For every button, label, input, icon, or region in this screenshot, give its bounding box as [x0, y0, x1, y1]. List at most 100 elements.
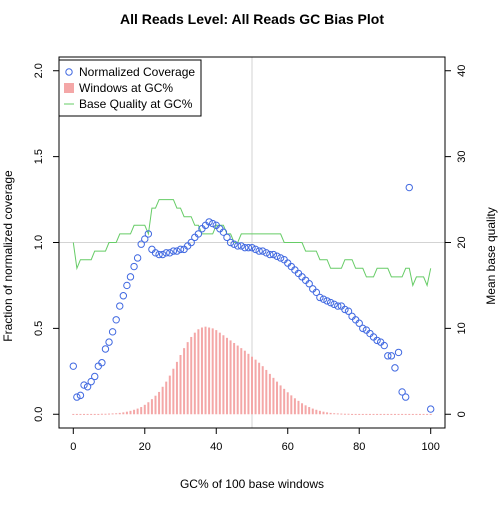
- y-axis-label-right: Mean base quality: [484, 207, 498, 304]
- quality-line-path: [72, 199, 432, 288]
- x-tick-label: 0: [70, 441, 76, 453]
- window-bar: [143, 404, 146, 415]
- coverage-point: [316, 293, 324, 302]
- coverage-point: [87, 377, 95, 386]
- coverage-point: [141, 235, 149, 243]
- window-bar: [133, 409, 136, 415]
- window-bar: [326, 412, 329, 415]
- y-tick-label-right: 40: [456, 65, 468, 77]
- window-bar: [218, 332, 221, 415]
- window-bar: [426, 413, 429, 415]
- coverage-point: [91, 372, 99, 381]
- coverage-point: [119, 292, 128, 300]
- coverage-point: [427, 405, 435, 413]
- window-bar: [290, 395, 293, 415]
- coverage-point: [237, 242, 245, 250]
- coverage-point: [169, 247, 178, 255]
- coverage-points: [69, 183, 435, 413]
- window-bar: [286, 392, 289, 415]
- window-bar: [397, 413, 400, 415]
- coverage-point: [341, 305, 349, 314]
- window-bar: [315, 409, 318, 415]
- y-tick-label-right: 0: [456, 411, 468, 417]
- coverage-point: [380, 341, 388, 350]
- window-bar: [179, 355, 182, 415]
- coverage-point: [323, 297, 331, 305]
- coverage-point: [130, 262, 138, 271]
- window-bar: [276, 381, 279, 415]
- window-bar: [272, 377, 275, 415]
- window-bar: [229, 340, 232, 415]
- window-bar: [183, 348, 186, 415]
- y-tick-label-left: 2.0: [33, 63, 45, 78]
- coverage-point: [108, 328, 117, 336]
- legend-windows-symbol: [64, 83, 74, 93]
- coverage-point: [73, 393, 81, 401]
- coverage-point: [248, 243, 256, 252]
- window-bar: [136, 408, 139, 415]
- coverage-point: [266, 250, 274, 259]
- window-bar: [351, 413, 354, 415]
- window-bar: [386, 413, 389, 415]
- coverage-point: [262, 249, 270, 257]
- coverage-point: [151, 249, 160, 257]
- window-bar: [190, 336, 193, 415]
- window-bar: [72, 413, 75, 415]
- window-bar: [247, 353, 250, 415]
- coverage-point: [344, 307, 353, 315]
- window-bar: [333, 413, 336, 415]
- coverage-point: [373, 336, 381, 345]
- coverage-point: [401, 393, 410, 401]
- window-bar: [240, 348, 243, 415]
- coverage-point: [83, 383, 92, 391]
- y-tick-label-right: 10: [456, 322, 468, 334]
- coverage-point: [219, 228, 228, 236]
- chart-title: All Reads Level: All Reads GC Bias Plot: [120, 11, 384, 27]
- legend-box: [58, 59, 202, 117]
- legend-coverage-label: Normalized Coverage: [79, 65, 195, 79]
- window-bar: [204, 326, 207, 415]
- window-bar: [361, 413, 364, 415]
- x-tick-label: 60: [282, 441, 294, 453]
- coverage-point: [305, 280, 313, 288]
- window-bar: [100, 413, 103, 415]
- window-bar: [347, 413, 350, 415]
- window-bar: [368, 413, 371, 415]
- window-bar: [308, 407, 311, 415]
- window-bar: [301, 403, 304, 415]
- window-bar: [197, 329, 200, 415]
- window-bar: [208, 327, 211, 415]
- coverage-point: [394, 348, 403, 357]
- window-bar: [293, 398, 296, 415]
- window-bar: [243, 350, 246, 415]
- window-bar: [318, 410, 321, 415]
- legend-quality-label: Base Quality at GC%: [79, 97, 193, 111]
- window-bar: [379, 413, 382, 415]
- coverage-point: [312, 288, 321, 297]
- window-bar: [383, 413, 386, 415]
- x-tick-label: 40: [210, 441, 222, 453]
- coverage-point: [162, 249, 170, 257]
- coverage-point: [244, 243, 253, 252]
- coverage-point: [101, 345, 110, 353]
- window-bar: [90, 413, 93, 415]
- window-bar: [411, 413, 414, 415]
- coverage-point: [234, 242, 242, 250]
- coverage-point: [158, 250, 167, 259]
- window-bar: [200, 327, 203, 415]
- window-bar: [311, 408, 314, 415]
- coverage-point: [105, 338, 113, 346]
- window-bar: [336, 413, 339, 415]
- window-bar: [222, 335, 225, 415]
- coverage-point: [259, 247, 267, 255]
- quality-line: [72, 199, 432, 288]
- window-bar: [401, 413, 404, 415]
- coverage-point: [205, 218, 213, 226]
- windows-bars: [72, 326, 432, 415]
- window-bar: [390, 413, 393, 415]
- window-bar: [343, 413, 346, 415]
- window-bar: [279, 385, 282, 415]
- window-bar: [211, 328, 214, 415]
- window-bar: [404, 413, 407, 415]
